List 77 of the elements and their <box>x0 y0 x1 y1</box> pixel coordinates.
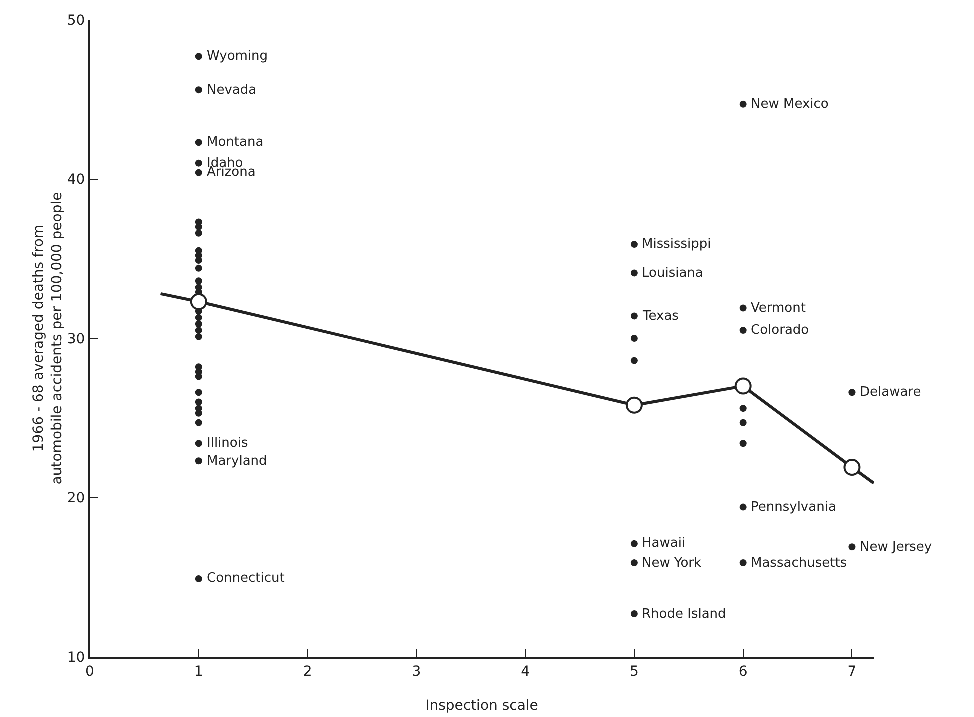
point <box>195 320 202 328</box>
annotation: Mississippi <box>642 237 712 252</box>
y-axis-title: 1966 - 68 averaged deaths from automobile accidents per 100,000 people <box>31 192 66 485</box>
point <box>195 373 202 380</box>
point <box>630 540 638 548</box>
point <box>195 86 202 94</box>
annotation: Pennsylvania <box>751 500 836 515</box>
y-tick-label: 10 <box>67 650 86 666</box>
x-tick-label: 1 <box>194 664 204 680</box>
x-tick-label: 6 <box>738 664 748 680</box>
annotation: Vermont <box>751 301 806 316</box>
point <box>630 270 638 277</box>
y-tick-label: 50 <box>67 12 86 29</box>
point <box>630 312 638 320</box>
annotation: Hawaii <box>642 536 686 551</box>
annotation: Illinois <box>207 436 248 451</box>
point <box>740 560 747 567</box>
point <box>740 504 747 511</box>
annotation: Montana <box>207 135 264 150</box>
annotation: Texas <box>642 309 680 324</box>
annotation: Colorado <box>751 323 810 338</box>
point <box>195 440 202 448</box>
point <box>848 389 856 396</box>
annotation: New York <box>642 556 702 571</box>
point <box>195 398 202 406</box>
point <box>630 335 638 342</box>
point <box>195 410 202 417</box>
point <box>844 458 861 476</box>
annotation: Rhode Island <box>642 607 726 622</box>
y-tick-label: 20 <box>67 490 86 507</box>
point <box>740 405 747 412</box>
x-axis-title: Inspection scale <box>426 698 538 714</box>
point <box>630 560 638 567</box>
point <box>195 230 202 237</box>
point <box>740 440 747 448</box>
point <box>195 419 202 426</box>
point <box>630 610 638 618</box>
annotation: New Mexico <box>751 97 829 112</box>
annotation: New Jersey <box>860 540 932 555</box>
point <box>630 241 638 248</box>
x-tick-label: 0 <box>86 664 94 680</box>
annotation: Maryland <box>207 454 268 469</box>
annotation: Louisiana <box>642 266 704 281</box>
point <box>195 389 202 396</box>
x-tick-label: 4 <box>521 664 530 680</box>
point <box>195 53 202 60</box>
point <box>195 169 202 176</box>
point <box>734 378 752 395</box>
x-tick-label: 2 <box>303 664 312 680</box>
point <box>848 544 856 551</box>
x-tick-label: 5 <box>630 664 639 680</box>
point <box>630 357 638 364</box>
point <box>190 293 208 310</box>
point <box>195 139 202 146</box>
point <box>195 575 202 582</box>
annotation: Massachusetts <box>751 556 848 571</box>
point <box>195 278 202 285</box>
y-tick-label: 30 <box>67 331 86 348</box>
point <box>740 327 747 334</box>
annotation: Connecticut <box>207 571 285 586</box>
point <box>195 458 202 465</box>
annotation: Wyoming <box>207 49 268 64</box>
point <box>195 160 202 167</box>
annotation: Delaware <box>860 385 922 400</box>
annotation: Nevada <box>207 83 257 98</box>
y-tick-label: 40 <box>67 172 86 188</box>
point <box>195 314 202 322</box>
point <box>195 333 202 340</box>
point <box>740 100 747 108</box>
x-tick-label: 3 <box>412 664 422 680</box>
x-tick-label: 7 <box>848 664 857 680</box>
point <box>740 419 747 426</box>
point <box>195 224 202 231</box>
point <box>740 304 747 312</box>
point <box>195 264 202 272</box>
point <box>195 327 202 334</box>
point <box>626 396 643 414</box>
